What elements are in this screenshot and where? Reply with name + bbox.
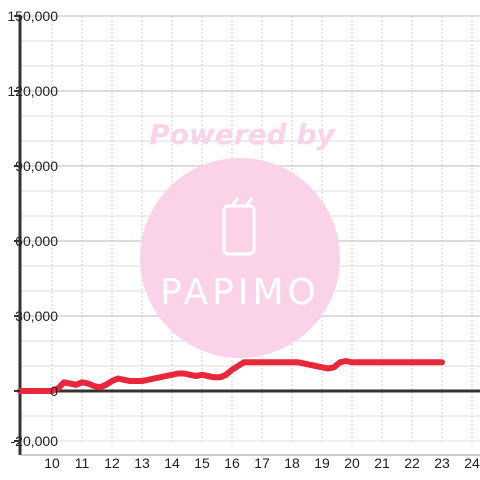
x-tick-label: 12 bbox=[104, 455, 120, 471]
data-point bbox=[411, 361, 413, 363]
data-point bbox=[201, 374, 203, 376]
data-point bbox=[297, 361, 299, 363]
watermark-circle bbox=[140, 158, 340, 358]
data-point bbox=[351, 361, 353, 363]
data-point bbox=[291, 361, 293, 363]
data-point bbox=[135, 380, 137, 382]
y-tick-label: 150,000 bbox=[7, 8, 58, 24]
y-tick-label: 90,000 bbox=[15, 158, 58, 174]
data-point bbox=[75, 384, 77, 386]
data-point bbox=[261, 361, 263, 363]
data-point bbox=[177, 373, 179, 374]
data-point bbox=[303, 363, 305, 364]
data-point bbox=[147, 379, 149, 381]
data-point bbox=[249, 361, 251, 363]
y-tick-label: 0 bbox=[50, 383, 58, 399]
data-point bbox=[69, 383, 71, 384]
x-tick-label: 17 bbox=[254, 455, 270, 471]
watermark: Powered by PAPIMO bbox=[140, 118, 340, 358]
data-point bbox=[63, 381, 65, 383]
data-point bbox=[327, 368, 329, 369]
data-point bbox=[153, 378, 155, 379]
data-point bbox=[87, 383, 89, 384]
y-tick-labels: 150,000 120,000 90,000 60,000 30,000 0 -20,000 bbox=[7, 8, 58, 449]
data-point bbox=[213, 376, 215, 378]
data-point bbox=[339, 361, 341, 363]
phone-icon bbox=[222, 197, 256, 256]
watermark-powered-by: Powered by bbox=[149, 118, 336, 151]
data-point bbox=[345, 360, 347, 362]
x-tick-label: 20 bbox=[344, 455, 360, 471]
data-point bbox=[426, 361, 428, 363]
data-point bbox=[333, 366, 335, 368]
x-tick-label: 22 bbox=[404, 455, 420, 471]
data-point bbox=[273, 361, 275, 363]
data-point bbox=[285, 361, 287, 363]
x-tick-label: 10 bbox=[44, 455, 60, 471]
data-point bbox=[93, 385, 95, 387]
series-line-0 bbox=[17, 358, 445, 394]
x-tick-label: 21 bbox=[374, 455, 390, 471]
data-point bbox=[189, 374, 191, 376]
y-tick-label: 30,000 bbox=[15, 308, 58, 324]
data-point bbox=[207, 375, 209, 377]
data-point bbox=[99, 386, 101, 388]
data-point bbox=[231, 369, 233, 371]
data-point bbox=[363, 361, 365, 363]
data-point bbox=[225, 374, 227, 376]
data-point bbox=[57, 388, 59, 389]
data-point bbox=[309, 364, 311, 366]
data-point bbox=[171, 374, 173, 376]
data-point bbox=[381, 361, 383, 363]
data-point bbox=[123, 379, 125, 381]
x-tick-label: 14 bbox=[164, 455, 180, 471]
x-tick-label: 15 bbox=[194, 455, 210, 471]
grid bbox=[20, 15, 480, 442]
watermark-brand: PAPIMO bbox=[160, 272, 320, 313]
x-tick-label: 13 bbox=[134, 455, 150, 471]
data-point bbox=[165, 375, 167, 377]
data-point bbox=[396, 361, 398, 363]
y-tick-label: 120,000 bbox=[7, 83, 58, 99]
x-tick-labels: 10 11 12 13 14 15 16 17 18 19 20 21 22 23 24 bbox=[44, 455, 480, 471]
data-point bbox=[255, 361, 257, 363]
x-tick-label: 24 bbox=[464, 455, 480, 471]
data-point bbox=[315, 365, 317, 367]
x-tick-label: 11 bbox=[75, 455, 90, 471]
data-point bbox=[243, 361, 245, 363]
data-point bbox=[237, 365, 239, 367]
x-tick-label: 19 bbox=[314, 455, 330, 471]
data-point bbox=[219, 376, 221, 378]
axes bbox=[18, 16, 480, 456]
x-tick-label: 18 bbox=[284, 455, 300, 471]
data-point bbox=[111, 380, 113, 382]
data-point bbox=[441, 361, 443, 363]
data-point bbox=[357, 361, 359, 363]
data-point bbox=[267, 361, 269, 363]
data-point bbox=[117, 378, 119, 379]
data-point bbox=[105, 384, 107, 386]
data-point bbox=[51, 390, 53, 392]
data-point bbox=[159, 376, 161, 378]
data-point bbox=[129, 380, 131, 382]
data-point bbox=[279, 361, 281, 363]
data-point bbox=[81, 381, 83, 383]
y-tick-label: 60,000 bbox=[15, 233, 58, 249]
data-point bbox=[141, 380, 143, 382]
data-point bbox=[183, 373, 185, 374]
series-group bbox=[17, 358, 445, 394]
data-point bbox=[195, 375, 197, 377]
x-tick-label: 23 bbox=[434, 455, 450, 471]
y-tick-label: -20,000 bbox=[11, 433, 59, 449]
x-tick-label: 16 bbox=[224, 455, 240, 471]
data-point bbox=[369, 361, 371, 363]
data-point bbox=[321, 366, 323, 368]
